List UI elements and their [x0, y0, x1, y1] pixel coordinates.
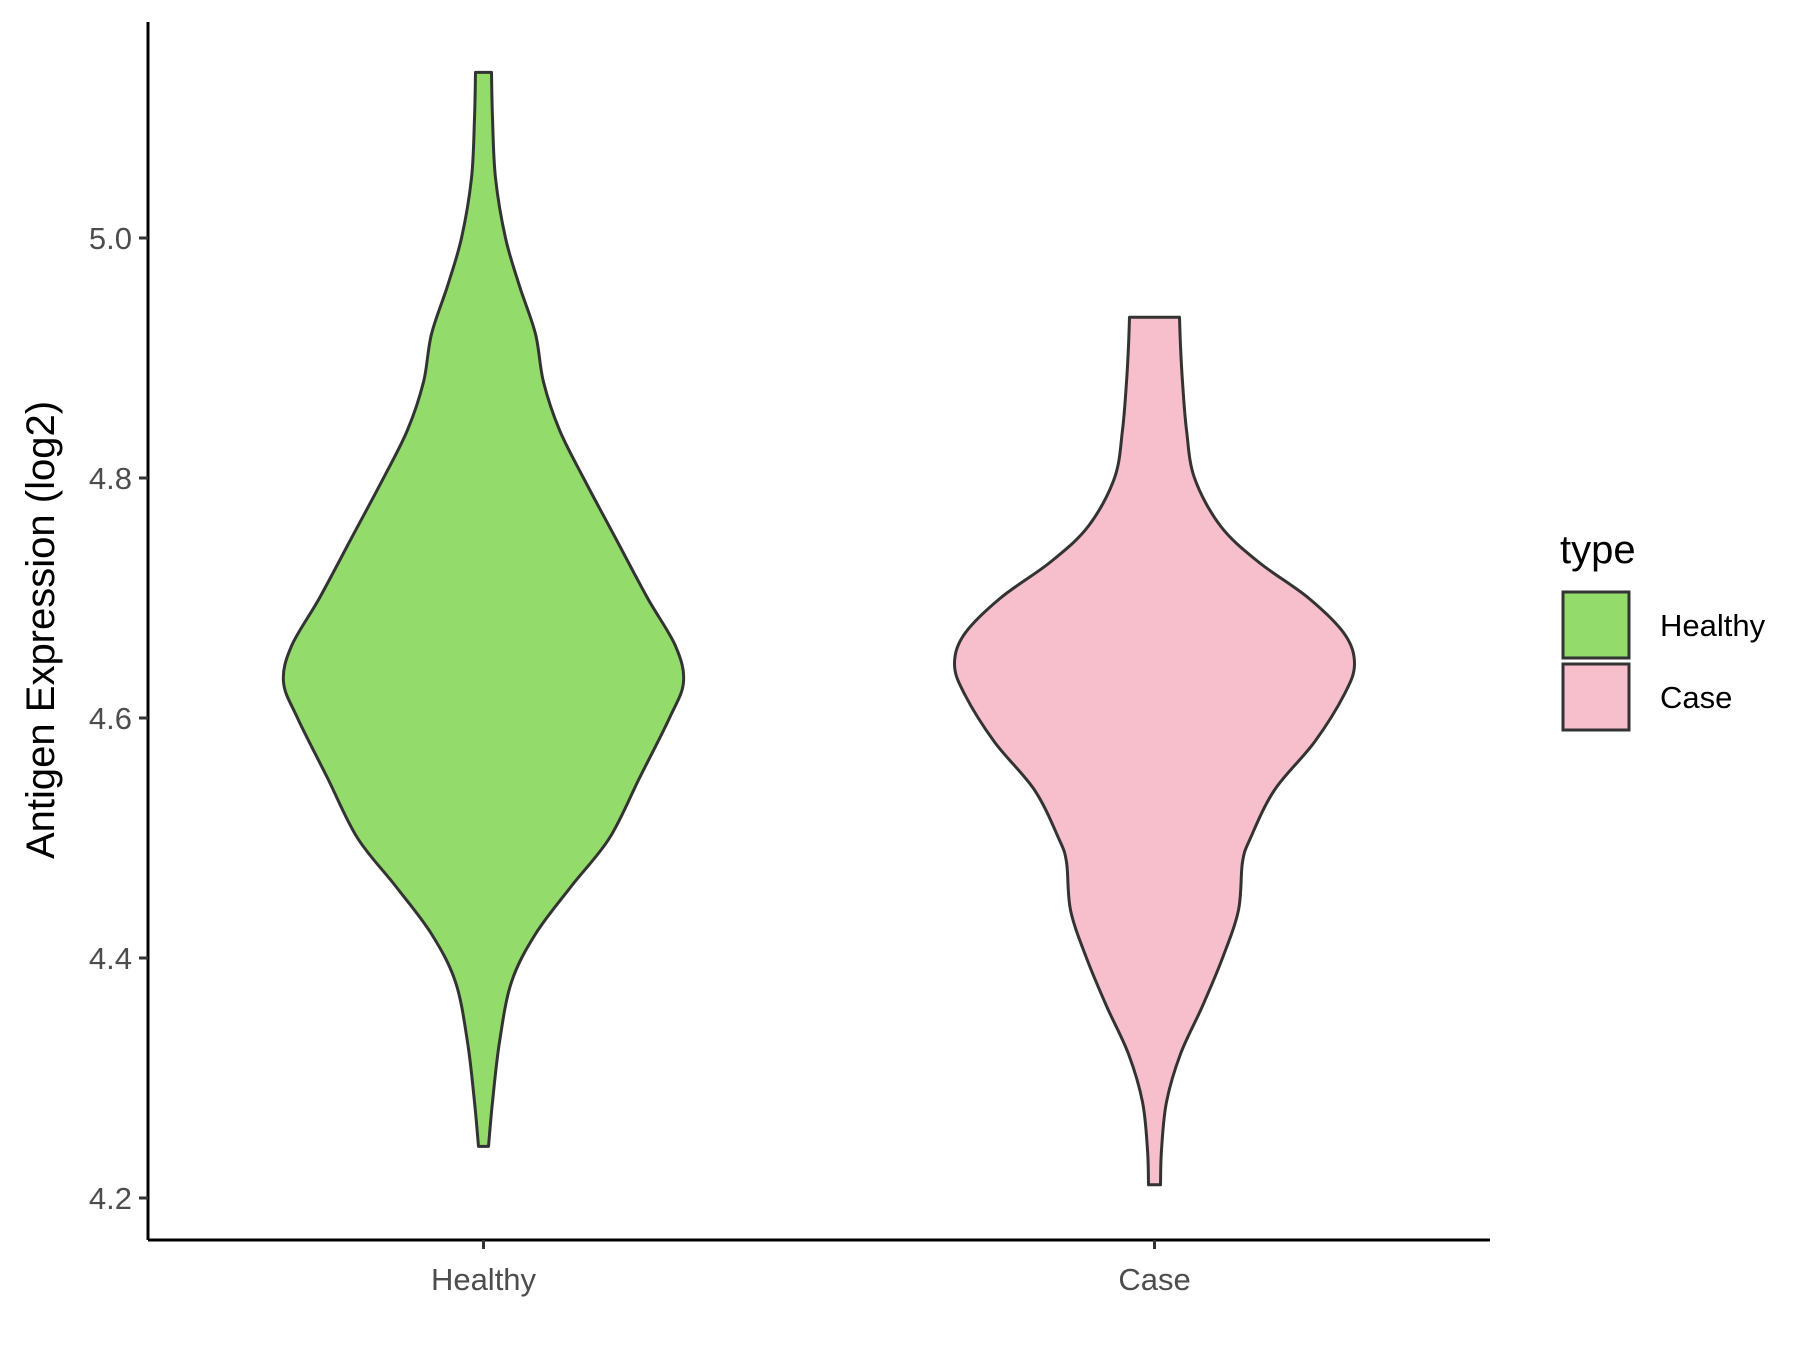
y-tick-label: 4.2 [89, 1181, 132, 1216]
violin-healthy [281, 70, 686, 1148]
legend: type Healthy Case [1560, 528, 1766, 732]
violin-case [953, 315, 1356, 1187]
x-tick-label: Case [1118, 1262, 1190, 1297]
y-tick-label: 5.0 [89, 221, 132, 256]
legend-swatch-healthy [1561, 590, 1631, 660]
legend-title: type [1560, 528, 1636, 572]
y-ticks: 4.2 4.4 4.6 4.8 5.0 [89, 221, 148, 1216]
violins-layer [281, 70, 1356, 1187]
x-tick-label: Healthy [431, 1262, 537, 1297]
legend-label-case: Case [1660, 680, 1732, 715]
legend-swatch-case [1561, 662, 1631, 732]
legend-entries: Healthy Case [1561, 590, 1766, 732]
y-tick-label: 4.8 [89, 461, 132, 496]
y-tick-label: 4.6 [89, 701, 132, 736]
legend-label-healthy: Healthy [1660, 608, 1766, 643]
y-tick-label: 4.4 [89, 941, 132, 976]
y-axis-title: Antigen Expression (log2) [19, 401, 63, 859]
x-ticks: Healthy Case [431, 1240, 1191, 1297]
